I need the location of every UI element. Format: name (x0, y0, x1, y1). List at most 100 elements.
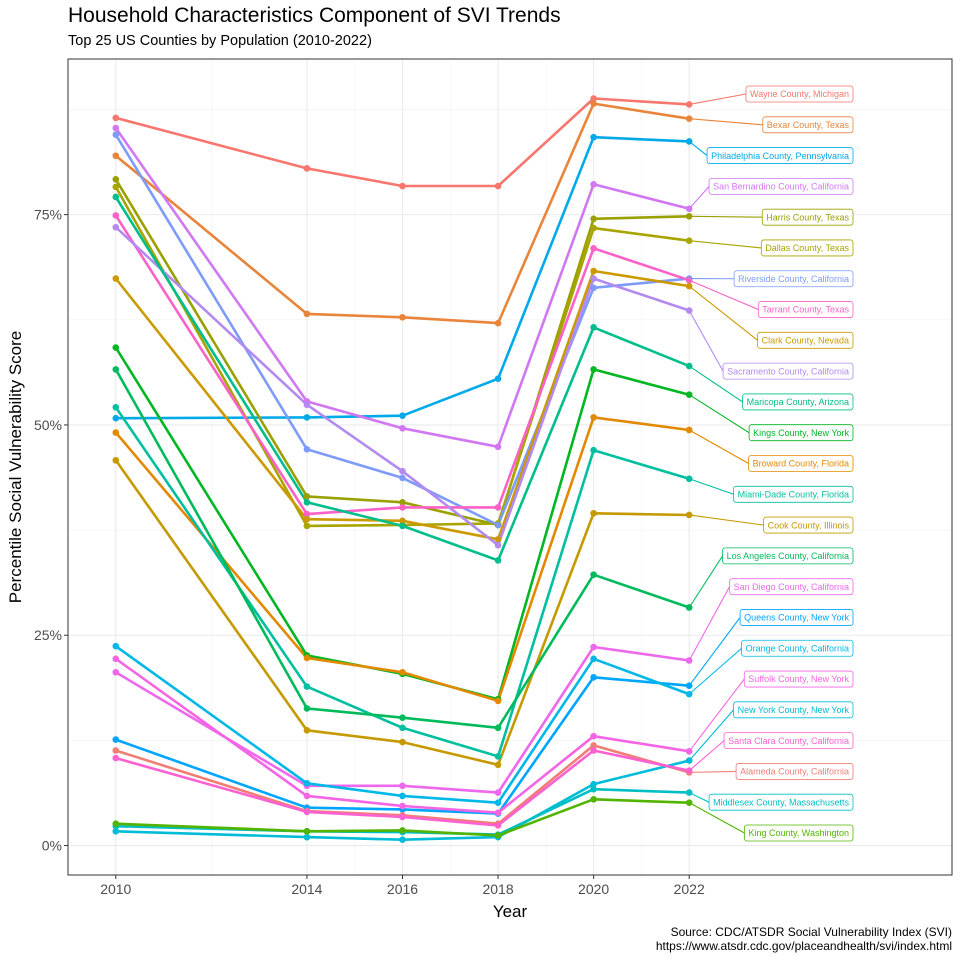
data-point (303, 808, 311, 816)
data-point (399, 504, 406, 511)
x-tick-label: 2018 (482, 881, 513, 897)
data-point (112, 183, 120, 191)
label-leader (688, 792, 710, 803)
data-point (590, 414, 597, 421)
series-label-text: Clark County, Nevada (762, 336, 849, 346)
data-point (494, 724, 502, 732)
label-box (757, 301, 854, 318)
series-label: Broward County, Florida (688, 429, 854, 472)
series-label-text: Los Angeles County, California (727, 551, 849, 561)
series-label: Suffolk County, New York (688, 670, 854, 752)
label-box (762, 116, 854, 134)
series-label: Cook County, Illinois (689, 514, 854, 534)
data-point (590, 795, 597, 803)
label-box (735, 763, 854, 780)
data-point (112, 114, 120, 122)
data-point (112, 344, 120, 351)
data-point (399, 182, 406, 190)
series-label-text: San Bernardino County, California (713, 182, 849, 192)
series-line (115, 645, 690, 794)
data-point (590, 785, 597, 793)
data-point (112, 827, 120, 835)
series-line (115, 135, 690, 420)
data-point (399, 782, 406, 790)
data-point (303, 683, 311, 690)
series-line (114, 368, 690, 730)
data-point (112, 223, 120, 231)
data-point (590, 275, 597, 282)
label-box (733, 701, 854, 719)
series-label: Santa Clara County, California (688, 732, 854, 772)
data-point (590, 571, 597, 578)
series-label-text: Suffolk County, New York (748, 674, 849, 684)
data-point (590, 446, 597, 454)
data-point (303, 165, 311, 172)
series-label-text: Harris County, Texas (766, 212, 849, 222)
data-point (303, 792, 311, 800)
data-point (590, 133, 597, 141)
series-line (114, 269, 690, 541)
series-line (115, 97, 690, 188)
label-box (706, 147, 854, 164)
x-tick-label: 2020 (578, 881, 609, 897)
series-label-text: Tarrant County, Texas (762, 305, 849, 315)
label-box (748, 455, 854, 472)
data-point (112, 754, 120, 762)
data-point (112, 736, 120, 743)
label-box (757, 331, 854, 349)
data-point (303, 780, 311, 787)
label-leader (688, 186, 710, 210)
label-box (743, 670, 854, 688)
series-label: Middlesex County, Massachusetts (688, 792, 854, 811)
label-box (763, 516, 854, 534)
label-leader (689, 514, 764, 526)
data-point (399, 792, 406, 800)
caption-line-url: https://www.atsdr.cdc.gov/placeandhealth… (655, 939, 952, 953)
series-label-text: San Diego County, California (734, 582, 849, 592)
label-box (745, 85, 854, 103)
label-leader (688, 647, 742, 695)
series-label: Sacramento County, California (688, 310, 854, 380)
series-label: Queens County, New York (688, 609, 854, 687)
label-leader (689, 770, 737, 773)
label-leader (688, 394, 750, 434)
label-leader (688, 310, 724, 372)
data-point (590, 100, 597, 107)
series-label: Philadelphia County, Pennsylvania (688, 141, 854, 164)
data-point (112, 747, 120, 754)
series-lines (114, 97, 690, 842)
data-point (399, 738, 406, 746)
series-line (115, 645, 690, 805)
label-box (708, 177, 854, 195)
series-line (114, 186, 690, 528)
line-chart: Wayne County, Michigan Bexar County, Texa… (6, 58, 953, 920)
series-line (114, 406, 690, 758)
series-label: Wayne County, Michigan (689, 85, 854, 105)
data-point (494, 832, 502, 839)
data-point (590, 244, 597, 252)
data-point (399, 827, 406, 834)
y-axis-label: Percentile Social Vulnerability Score (6, 331, 25, 603)
label-leader (688, 740, 725, 772)
y-tick-label: 25% (34, 627, 62, 643)
label-leader (689, 93, 747, 105)
data-point (590, 747, 597, 754)
label-box (708, 793, 854, 811)
data-point (112, 403, 120, 411)
series-labels: Wayne County, Michigan Bexar County, Texa… (688, 85, 854, 842)
data-point (303, 446, 311, 453)
data-point (494, 822, 502, 829)
data-point (112, 414, 120, 422)
data-point (590, 780, 597, 788)
series-label: Riverside County, California (689, 270, 854, 288)
axes: 0% 25% 50% 75% 2010 2014 2016 2018 2020 2022 (34, 207, 705, 897)
data-point (112, 655, 120, 663)
label-leader (688, 285, 758, 341)
series-label: King County, Washington (688, 802, 854, 842)
series-label: Bexar County, Texas (689, 116, 854, 134)
label-box (723, 732, 854, 750)
data-point (494, 443, 502, 451)
series-label-text: Riverside County, California (738, 274, 849, 284)
data-point (590, 215, 597, 223)
series-line (115, 744, 690, 826)
